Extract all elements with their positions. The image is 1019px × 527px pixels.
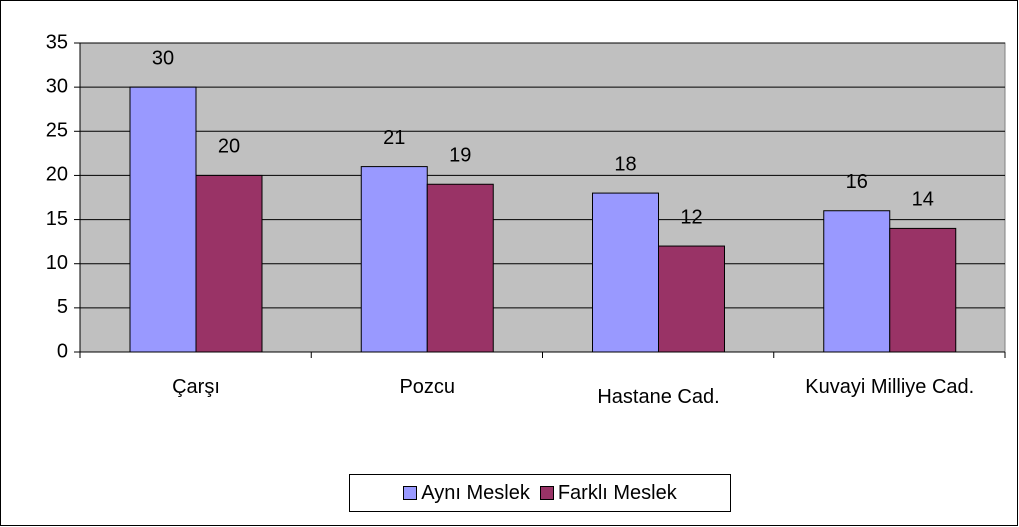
y-tick-label: 20 xyxy=(46,164,68,186)
value-label: 12 xyxy=(680,206,702,228)
legend-label: Farklı Meslek xyxy=(557,481,677,504)
bar xyxy=(889,227,957,353)
value-label: 14 xyxy=(912,189,934,211)
legend-item: Aynı Meslek xyxy=(403,482,530,505)
bar xyxy=(426,183,494,353)
legend-swatch xyxy=(403,486,418,500)
value-label: 16 xyxy=(846,171,868,193)
y-tick-label: 5 xyxy=(57,296,68,318)
legend-swatch xyxy=(539,486,554,500)
y-tick-label: 15 xyxy=(46,208,68,230)
x-tick-label: Pozcu xyxy=(399,376,456,398)
y-tick-label: 0 xyxy=(57,340,68,362)
x-tick-label: Hastane Cad. xyxy=(597,386,720,408)
value-label: 18 xyxy=(614,153,636,175)
legend-label: Aynı Meslek xyxy=(421,481,530,504)
bar xyxy=(823,210,891,353)
x-tick-label: Kuvayi Milliye Cad. xyxy=(805,376,975,398)
value-label: 20 xyxy=(218,136,240,158)
bar xyxy=(592,192,659,353)
bar xyxy=(360,166,428,353)
bar xyxy=(195,174,263,353)
value-label: 30 xyxy=(152,47,174,69)
x-tick-label: Çarşı xyxy=(172,376,220,398)
legend: Aynı Meslek Farklı Meslek xyxy=(349,474,731,512)
value-label: 21 xyxy=(383,127,405,149)
legend-item: Farklı Meslek xyxy=(539,481,677,505)
bar xyxy=(129,86,197,353)
y-tick-label: 35 xyxy=(46,31,68,53)
y-tick-label: 30 xyxy=(46,75,68,97)
y-tick-label: 10 xyxy=(46,252,68,274)
y-tick-label: 25 xyxy=(46,120,68,142)
value-label: 19 xyxy=(449,145,471,167)
bar xyxy=(658,245,725,353)
